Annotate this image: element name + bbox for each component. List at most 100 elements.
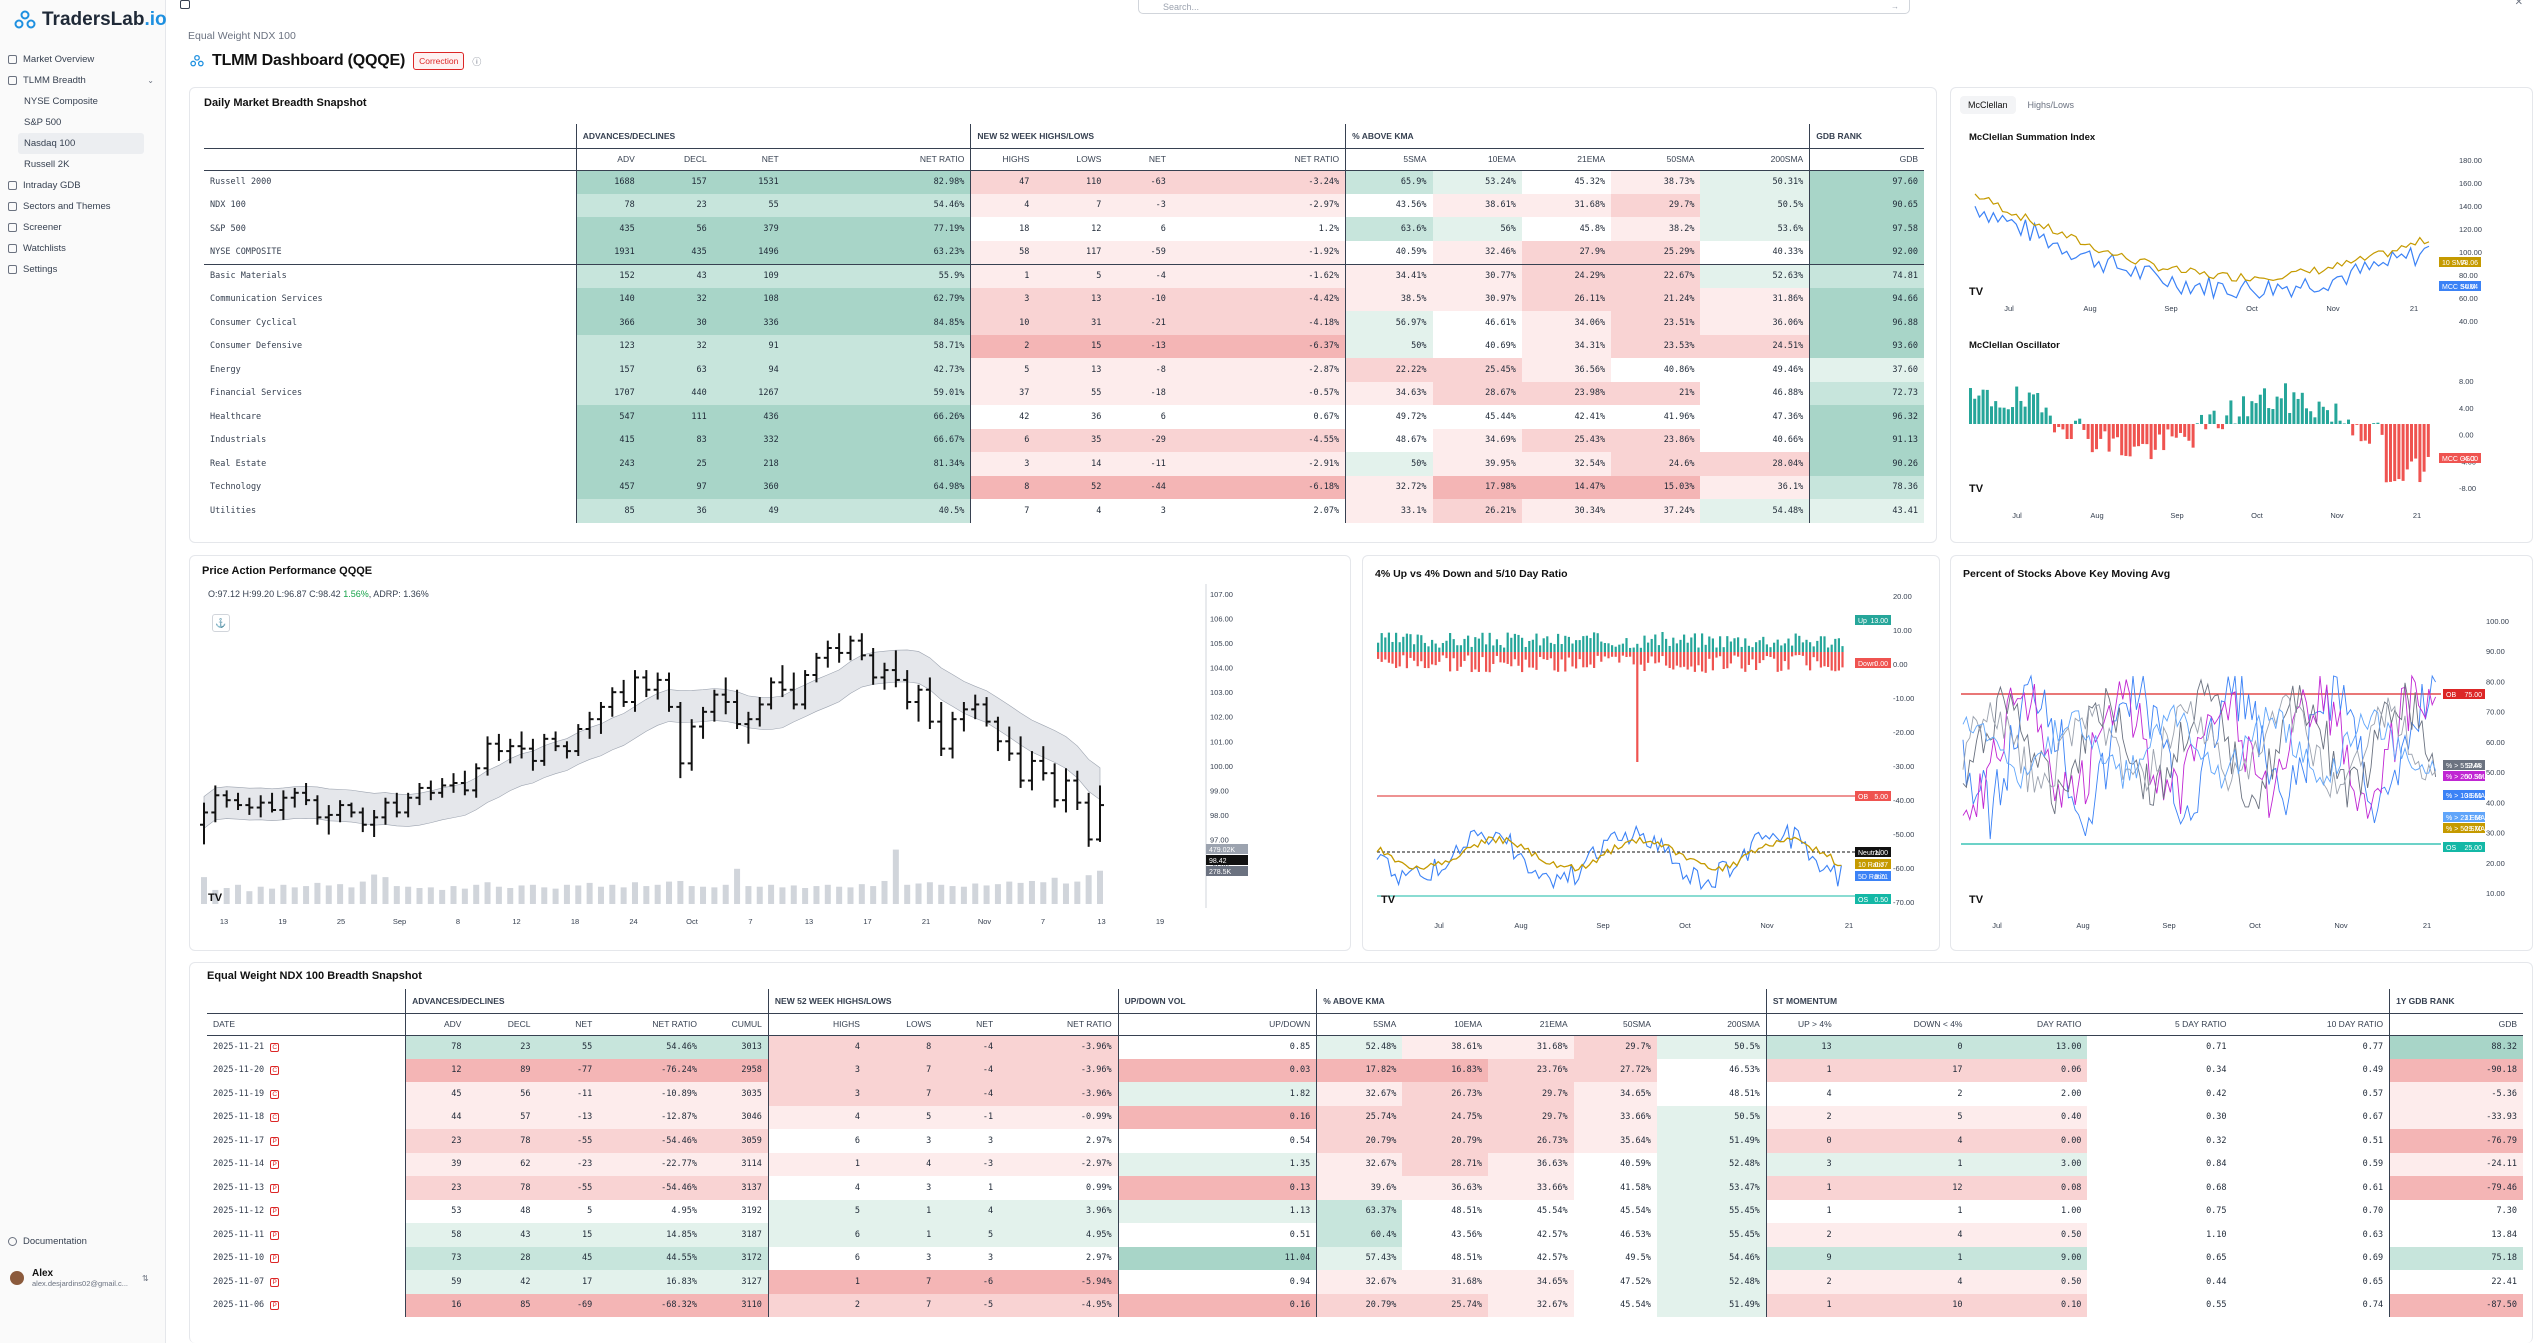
table-row[interactable]: Real Estate 243 25 218 81.34% 3 14 -11 -2.91% 50%…	[204, 452, 1924, 476]
table-row[interactable]: Communication Services 140 32 108 62.79% 3 13-…	[204, 287, 1924, 311]
table-row[interactable]: Russell 2000 1688 157 1531 82.98% 47 110 -63 -3.…	[204, 170, 1924, 194]
cell: 31	[1035, 311, 1108, 335]
date: 2025-11-13	[213, 1182, 265, 1193]
table-row[interactable]: Energy 157 63 94 42.73% 5 13 -8 -2.87% 22.22% 25.4…	[204, 358, 1924, 382]
candle	[619, 679, 628, 707]
info-icon[interactable]: ⓘ	[472, 56, 482, 67]
up-bar	[1513, 633, 1516, 652]
cell: 0.55	[2087, 1293, 2233, 1317]
table-row[interactable]: Industrials 415 83 332 66.67% 6 35 -29 -4.55% 48.…	[204, 428, 1924, 452]
mcc-sum-tag-bg	[2439, 281, 2481, 291]
table-row[interactable]: 2025-11-17 P 23 78 -55 -54.46% 3059 6 3 3 2.97% 0.5…	[207, 1129, 2523, 1153]
table-row[interactable]: Consumer Cyclical 366 30 336 84.85% 10 31 -21 -4…	[204, 311, 1924, 335]
nav-intraday-gdb[interactable]: Intraday GDB	[0, 175, 166, 196]
nav-settings[interactable]: Settings	[0, 259, 166, 280]
table-row[interactable]: 2025-11-06 P 16 85 -69 -68.32% 3110 2 7 -5 -4.95% 0…	[207, 1293, 2523, 1317]
price-chart[interactable]: 107.00 106.00 105.00 104.00 103.00 102.00 101.…	[190, 556, 1351, 951]
nav-screener[interactable]: Screener	[0, 217, 166, 238]
table-row[interactable]: 2025-11-19 C 45 56 -11 -10.89% 3035 3 7 -4 -3.96% 1…	[207, 1082, 2523, 1106]
pct-above-chart[interactable]: 100.00 90.00 80.00 70.00 60.00 50.00 40.00 30.0…	[1951, 556, 2533, 951]
volume-bar	[790, 885, 797, 904]
table-row[interactable]: 2025-11-11 P 58 43 15 14.85% 3187 6 1 5 4.95% 0.51 6…	[207, 1223, 2523, 1247]
table-row[interactable]: 2025-11-07 P 59 42 17 16.83% 3127 1 7 -6 -5.94% 0.9…	[207, 1270, 2523, 1294]
table-row[interactable]: 2025-11-13 P 23 78 -55 -54.46% 3137 4 3 1 0.99% 0.1…	[207, 1176, 2523, 1200]
x-tick-label: 18	[571, 917, 579, 926]
up-bar	[1611, 645, 1614, 652]
oscillator-bar	[2296, 398, 2300, 424]
up-bar	[1445, 640, 1448, 652]
volume-bar	[813, 886, 820, 904]
table-row[interactable]: 2025-11-12 P 53 48 5 4.95% 3192 5 1 4 3.96% 1.13 63.…	[207, 1199, 2523, 1223]
oscillator-bar	[1969, 388, 1972, 424]
oscillator-bar	[2053, 424, 2056, 433]
search-input[interactable]: Search... →	[1138, 0, 1910, 14]
y-tick-label: -40.00	[1893, 796, 1914, 805]
nav-nasdaq100[interactable]: Nasdaq 100	[18, 133, 144, 154]
nav-sectors-themes[interactable]: Sectors and Themes	[0, 196, 166, 217]
table-row[interactable]: Healthcare 547 111 436 66.26% 42 36 6 0.67% 49.72…	[204, 405, 1924, 429]
table-row[interactable]: S&P 500 435 56 379 77.19% 18 12 6 1.2% 63.6% 56% 45…	[204, 217, 1924, 241]
up-bar	[1751, 647, 1754, 652]
sma10-tag-label: % > 10 SMA	[2446, 793, 2485, 800]
sidebar-toggle-icon[interactable]	[180, 0, 190, 9]
cell: 37.60	[1809, 358, 1924, 382]
x-tick-label: Sep	[393, 917, 406, 926]
mcclellan-chart[interactable]: 180.00 160.00 140.00 120.00 100.00 80.00 60.00…	[1951, 88, 2533, 543]
cell: 0.16	[1117, 1293, 1317, 1317]
table-row[interactable]: 2025-11-14 P 39 62 -23 -22.77% 3114 1 4 -3 -2.97% 1…	[207, 1152, 2523, 1176]
down-bar	[1834, 652, 1837, 672]
updown-chart[interactable]: 20.00 10.00 0.00 -10.00 -20.00 -30.00 -40.00 -5…	[1363, 556, 1940, 951]
status-flag: P	[270, 1183, 280, 1193]
cell: 4	[970, 193, 1036, 217]
cell: 2.07%	[1171, 499, 1346, 523]
table-row[interactable]: Technology 457 97 360 64.98% 8 52 -44 -6.18% 32.7…	[204, 475, 1924, 499]
table-row[interactable]: Utilities 85 36 49 40.5% 7 4 3 2.07% 33.1% 26.21% 3…	[204, 499, 1924, 523]
nav-documentation[interactable]: Documentation	[8, 1236, 87, 1247]
status-flag: P	[270, 1277, 280, 1287]
cell: 28	[467, 1246, 537, 1270]
user-menu[interactable]: Alex alex.desjardins02@gmail.c... ⇅	[10, 1268, 149, 1288]
tab-mcclellan[interactable]: McClellan	[1960, 96, 2016, 114]
cell: -5.36	[2389, 1082, 2523, 1106]
nav-russell-2k[interactable]: Russell 2K	[24, 159, 70, 170]
cell: 2	[1765, 1223, 1838, 1247]
table-row[interactable]: Financial Services 1707 440 1267 59.01% 37 55-…	[204, 381, 1924, 405]
nav-watchlists[interactable]: Watchlists	[0, 238, 166, 259]
volume-bar	[1074, 881, 1081, 904]
x-tick-label: Sep	[2162, 921, 2175, 930]
cell: -10	[1107, 287, 1172, 311]
down-bar	[1485, 652, 1488, 672]
tab-highs-lows[interactable]: Highs/Lows	[2027, 100, 2075, 110]
table-row[interactable]: NDX 100 78 23 55 54.46% 4 7 -3 -2.97% 43.56% 38.61…	[204, 193, 1924, 217]
table-row[interactable]: 2025-11-21 C 78 23 55 54.46% 3013 4 8 -4 -3.96% 0.8…	[207, 1035, 2523, 1059]
cell: 1.82	[1117, 1082, 1317, 1106]
x-tick-label: 7	[748, 917, 752, 926]
anchor-button[interactable]: ⚓	[212, 614, 230, 632]
up-bar	[1477, 638, 1480, 652]
close-icon[interactable]: ✕	[2514, 0, 2523, 8]
chevron-down-icon[interactable]: ⌄	[147, 76, 154, 85]
table-row[interactable]: 2025-11-18 C 44 57 -13 -12.87% 3046 4 5 -1 -0.99% 0…	[207, 1105, 2523, 1129]
up-bar	[1798, 635, 1801, 652]
logo[interactable]: TradersLab.io	[14, 5, 167, 35]
table-row[interactable]: 2025-11-10 P 73 28 45 44.55% 3172 6 3 3 2.97% 11.04…	[207, 1246, 2523, 1270]
nav-tlmm-breadth[interactable]: TLMM Breadth ⌄	[0, 70, 166, 91]
nav-market-overview[interactable]: Market Overview	[0, 49, 166, 70]
up-bar	[1686, 642, 1689, 652]
table-row[interactable]: NYSE COMPOSITE 1931 435 1496 63.23% 58 117 -59-…	[204, 240, 1924, 264]
cell: 0.08	[1968, 1176, 2088, 1200]
cell: 0.69	[2232, 1246, 2390, 1270]
cell: 55	[712, 193, 785, 217]
up-bar	[1535, 633, 1538, 652]
cell: 123	[575, 334, 641, 358]
table-row[interactable]: Consumer Defensive 123 32 91 58.71% 2 15 -13 -6.…	[204, 334, 1924, 358]
nav-sp500[interactable]: S&P 500	[24, 117, 62, 128]
volume-bar	[314, 882, 321, 904]
nav-nyse-composite[interactable]: NYSE Composite	[24, 96, 98, 107]
cell: 33.66%	[1573, 1105, 1657, 1129]
table-row[interactable]: 2025-11-20 C 12 89 -77 -76.24% 2958 3 7 -4 -3.96% 0…	[207, 1058, 2523, 1082]
table-row[interactable]: Basic Materials 152 43 109 55.9% 1 5 -4 -1.62% 34…	[204, 263, 1924, 288]
